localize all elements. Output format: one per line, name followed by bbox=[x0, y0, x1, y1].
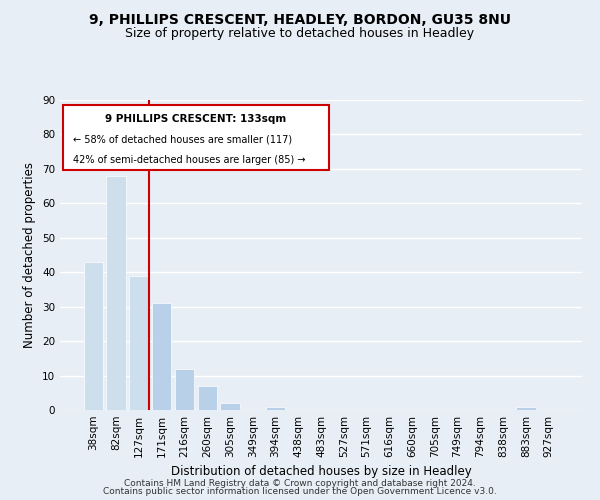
Bar bbox=[175, 368, 194, 410]
Bar bbox=[152, 303, 172, 410]
Bar bbox=[220, 403, 239, 410]
Bar bbox=[84, 262, 103, 410]
Text: 9, PHILLIPS CRESCENT, HEADLEY, BORDON, GU35 8NU: 9, PHILLIPS CRESCENT, HEADLEY, BORDON, G… bbox=[89, 12, 511, 26]
Bar bbox=[266, 406, 285, 410]
Text: Contains HM Land Registry data © Crown copyright and database right 2024.: Contains HM Land Registry data © Crown c… bbox=[124, 478, 476, 488]
FancyBboxPatch shape bbox=[62, 104, 329, 170]
X-axis label: Distribution of detached houses by size in Headley: Distribution of detached houses by size … bbox=[170, 466, 472, 478]
Text: ← 58% of detached houses are smaller (117): ← 58% of detached houses are smaller (11… bbox=[73, 134, 292, 144]
Bar bbox=[516, 406, 536, 410]
Bar bbox=[106, 176, 126, 410]
Text: Size of property relative to detached houses in Headley: Size of property relative to detached ho… bbox=[125, 28, 475, 40]
Text: 42% of semi-detached houses are larger (85) →: 42% of semi-detached houses are larger (… bbox=[73, 154, 305, 164]
Text: Contains public sector information licensed under the Open Government Licence v3: Contains public sector information licen… bbox=[103, 487, 497, 496]
Text: 9 PHILLIPS CRESCENT: 133sqm: 9 PHILLIPS CRESCENT: 133sqm bbox=[105, 114, 286, 124]
Y-axis label: Number of detached properties: Number of detached properties bbox=[23, 162, 37, 348]
Bar bbox=[129, 276, 149, 410]
Bar bbox=[197, 386, 217, 410]
